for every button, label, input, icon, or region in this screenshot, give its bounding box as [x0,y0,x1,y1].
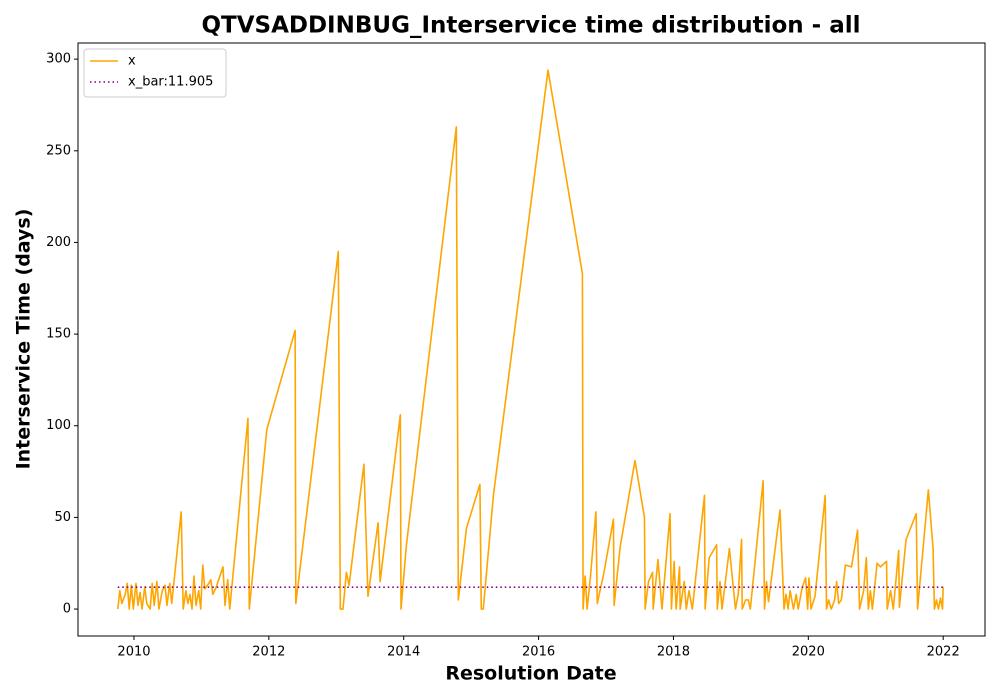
y-tick-label: 250 [46,143,71,158]
x-tick-label: 2022 [927,645,960,660]
legend-box [83,48,227,98]
y-tick-label: 100 [46,418,71,433]
chart-title: QTVSADDINBUG_Interservice time distribut… [201,13,860,39]
legend-label: x_bar:11.905 [128,75,213,90]
x-tick-label: 2020 [792,645,825,660]
y-tick-label: 0 [63,602,71,617]
x-tick-label: 2016 [522,645,555,660]
x-tick-label: 2014 [387,645,420,660]
y-tick-label: 50 [54,510,71,525]
legend: x x_bar:11.905 [83,48,227,98]
line-series [116,69,944,610]
x-tick-label: 2018 [657,645,690,660]
y-axis-label: Interservice Time (days) [13,209,35,470]
x-tick-label: 2012 [252,645,285,660]
plot-frame [77,42,986,637]
y-tick-label: 150 [46,327,71,342]
y-tick-label: 200 [46,235,71,250]
y-tick-label: 300 [46,52,71,67]
x-tick-label: 2010 [117,645,150,660]
x-axis-label: Resolution Date [445,663,616,685]
legend-label: x [128,54,136,69]
